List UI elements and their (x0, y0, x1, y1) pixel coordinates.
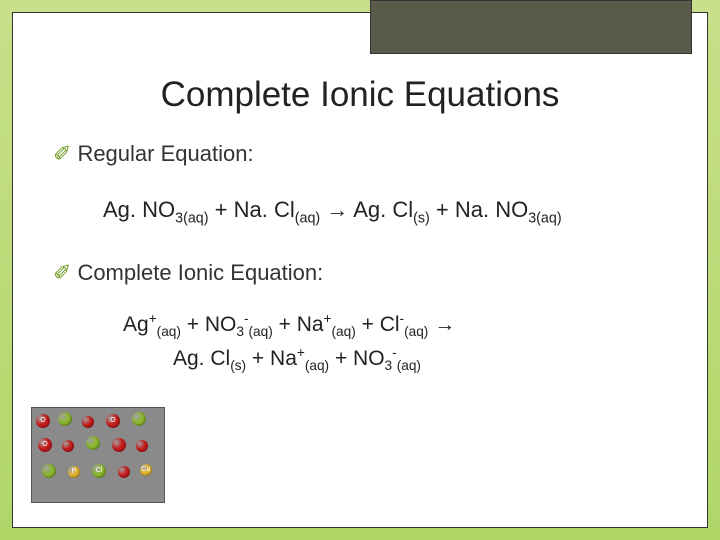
eq-sub: 3(aq) (528, 210, 561, 226)
eq-text: + Na. NO (430, 197, 528, 222)
eq-text: Ag. Cl (353, 197, 413, 222)
atom-icon (62, 440, 74, 452)
atom-icon: Cl (92, 464, 106, 478)
eq-sup: + (149, 311, 157, 326)
bullet-regular: ✐ Regular Equation: (53, 141, 667, 167)
eq-sub: 3 (385, 358, 393, 373)
eq-sub: (s) (413, 210, 430, 226)
arrow-icon: → (428, 313, 455, 336)
eq-sub: (aq) (157, 324, 181, 339)
atom-icon (112, 438, 126, 452)
atom-icon (132, 412, 146, 426)
header-accent-bar (370, 0, 692, 54)
eq-text: + Na (273, 313, 324, 336)
eq-sub: (aq) (404, 324, 428, 339)
bullet-complete: ✐ Complete Ionic Equation: (53, 260, 667, 286)
eq-sup: + (324, 311, 332, 326)
eq-sub: (aq) (249, 324, 273, 339)
atom-icon: O (36, 414, 50, 428)
atom-icon (82, 416, 94, 428)
bullet-icon: ✐ (53, 141, 71, 167)
atom-icon (42, 464, 56, 478)
eq-text: + Na. Cl (209, 197, 295, 222)
atom-icon: O (38, 438, 52, 452)
slide-title: Complete Ionic Equations (53, 75, 667, 115)
eq-sub: (aq) (295, 210, 320, 226)
eq-sub: (aq) (305, 358, 329, 373)
eq-text: Ag. Cl (173, 347, 230, 370)
complete-ionic-equation: Ag+(aq) + NO3-(aq) + Na+(aq) + Cl-(aq) →… (123, 308, 667, 377)
atom-icon (118, 466, 130, 478)
eq-sub: (aq) (332, 324, 356, 339)
atom-icon (86, 436, 100, 450)
eq-text: Ag (123, 313, 149, 336)
eq-sup: + (297, 345, 305, 360)
molecule-diagram: OOOPClCu (31, 407, 165, 503)
eq-sub: (aq) (397, 358, 421, 373)
eq-sub: 3(aq) (175, 210, 208, 226)
eq-text: + NO (181, 313, 236, 336)
bullet-complete-text: Complete Ionic Equation: (77, 260, 323, 286)
arrow-icon: → (320, 197, 353, 222)
bullet-icon: ✐ (53, 260, 71, 286)
regular-equation: Ag. NO3(aq) + Na. Cl(aq) → Ag. Cl(s) + N… (103, 193, 667, 230)
bullet-regular-text: Regular Equation: (77, 141, 253, 167)
eq-text: + NO (329, 347, 384, 370)
atom-icon: O (106, 414, 120, 428)
eq-text: + Na (246, 347, 297, 370)
atom-icon: P (68, 466, 80, 478)
atom-icon: Cu (140, 464, 152, 476)
slide-content: Complete Ionic Equations ✐ Regular Equat… (12, 12, 708, 528)
atom-icon (58, 412, 72, 426)
eq-sub: (s) (230, 358, 246, 373)
slide: Complete Ionic Equations ✐ Regular Equat… (0, 0, 720, 540)
eq-text: Ag. NO (103, 197, 175, 222)
eq-sub: 3 (236, 324, 244, 339)
eq-text: + Cl (356, 313, 400, 336)
atom-icon (136, 440, 148, 452)
